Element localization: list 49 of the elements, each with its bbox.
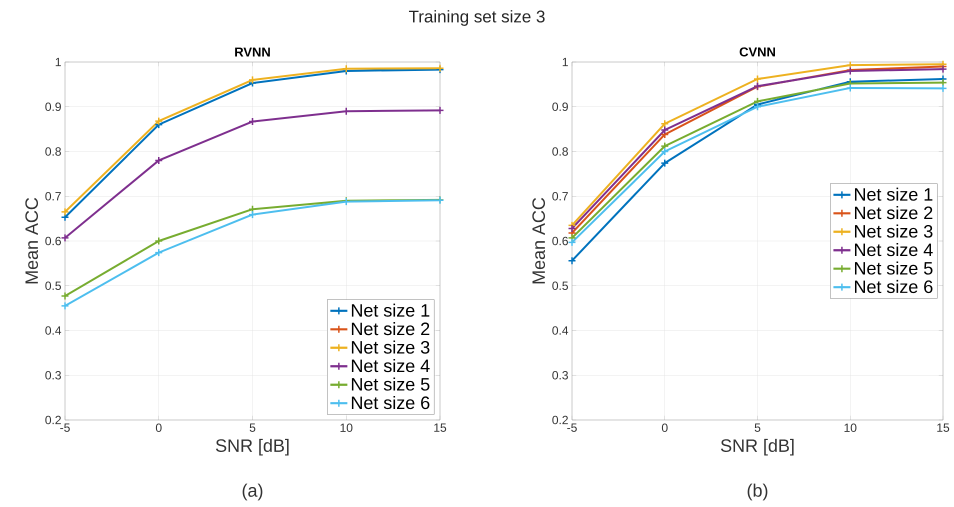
y-tick-label: 0.8	[45, 147, 61, 156]
y-tick-label: 0.4	[552, 326, 568, 335]
y-tick-label: 0.8	[552, 147, 568, 156]
x-tick-label: 0	[662, 424, 668, 432]
y-tick-label: 1	[56, 58, 61, 66]
y-axis-title: Mean ACC	[25, 198, 38, 284]
legend-label: Net size 1	[854, 188, 932, 201]
y-tick-label: 0.6	[45, 236, 61, 246]
y-tick-label: 0.6	[552, 236, 568, 246]
legend-label: Net size 4	[854, 242, 933, 256]
y-tick-label: 0.2	[552, 416, 568, 424]
y-tick-label: 0.5	[45, 282, 61, 290]
x-tick-label: 10	[844, 424, 856, 432]
x-axis-title: SNR [dB]	[216, 438, 289, 456]
text: (b)	[748, 484, 768, 500]
y-tick-label: 0.5	[552, 282, 568, 290]
x-tick-label: -5	[567, 424, 577, 432]
x-tick-label: 15	[434, 424, 446, 432]
text: (a)	[242, 484, 262, 500]
y-tick-label: 0.3	[45, 371, 61, 380]
y-tick-label: 1	[562, 58, 568, 66]
legend-label: Net size 2	[854, 206, 932, 220]
chart-title: RVNN	[235, 48, 270, 56]
y-tick-label: 0.7	[45, 192, 61, 200]
y-tick-label: 0.2	[45, 416, 61, 424]
y-tick-label: 0.3	[552, 371, 568, 380]
x-tick-label: 15	[937, 424, 950, 432]
legend-label: Net size 5	[854, 261, 932, 275]
y-tick-label: 0.9	[45, 102, 61, 111]
legend-label: Net size 4	[352, 358, 430, 372]
x-tick-label: 5	[754, 424, 760, 432]
legend-label: Net size 6	[352, 396, 430, 410]
legend-label: Net size 6	[854, 280, 932, 294]
y-tick-label: 0.9	[552, 102, 568, 111]
legend-label: Net size 2	[352, 322, 430, 336]
x-tick-label: 10	[340, 424, 352, 432]
legend-label: Net size 1	[352, 304, 430, 317]
y-tick-label: 0.4	[45, 326, 62, 335]
x-tick-label: 5	[250, 424, 256, 432]
y-axis-title: Mean ACC	[532, 198, 546, 284]
x-tick-label: -5	[60, 424, 70, 432]
legend-label: Net size 5	[352, 377, 430, 391]
legend-label: Net size 3	[352, 340, 430, 354]
x-axis-title: SNR [dB]	[720, 438, 794, 456]
x-tick-label: 0	[156, 424, 162, 432]
legend-label: Net size 3	[854, 224, 932, 238]
chart-title: CVNN	[740, 47, 775, 56]
y-tick-label: 0.7	[552, 192, 568, 200]
text: Training set size 3	[408, 10, 545, 26]
